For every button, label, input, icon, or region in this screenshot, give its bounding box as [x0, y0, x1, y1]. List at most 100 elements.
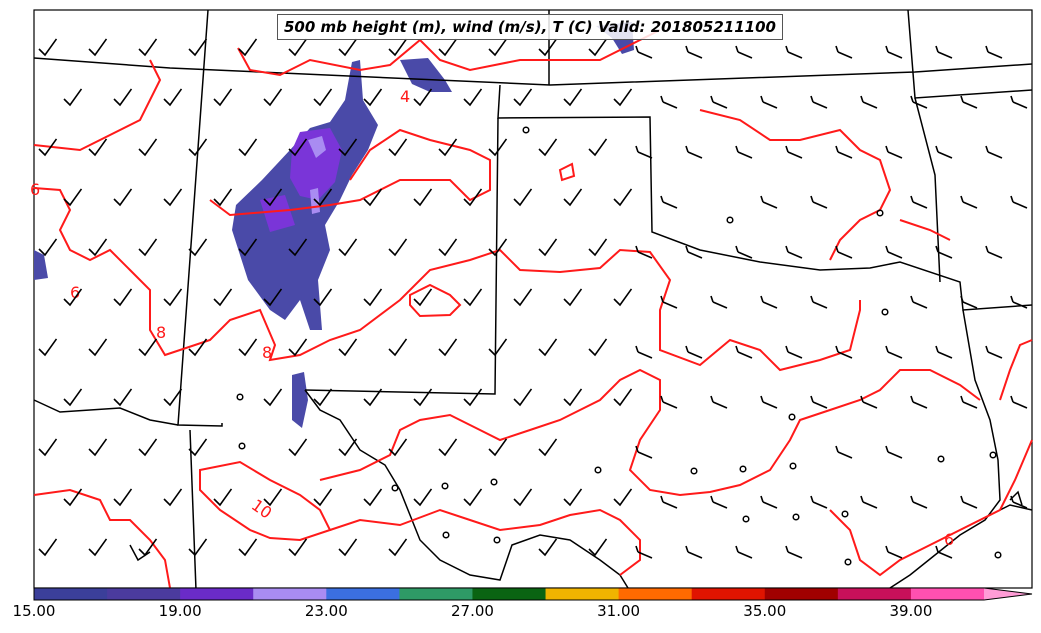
wind-barb: [63, 88, 83, 107]
wind-barb: [538, 438, 558, 457]
colorbar-tick-label: 35.00: [743, 602, 787, 620]
wind-barb: [413, 88, 433, 107]
wind-barb: [735, 545, 753, 559]
wind-barb: [785, 145, 803, 159]
wind-barb: [635, 245, 653, 259]
wind-barb: [363, 388, 383, 407]
wind-barb: [660, 195, 678, 209]
contour-label-8a: 8: [156, 323, 166, 342]
temperature-contours: [33, 29, 1033, 589]
wind-barb: [263, 388, 283, 407]
calm-wind-circle: [238, 442, 246, 450]
wind-barb: [860, 395, 878, 409]
wind-barb: [710, 395, 728, 409]
wind-barb: [113, 188, 133, 207]
wind-barb: [288, 238, 308, 257]
wind-barb: [388, 138, 408, 157]
wind-barb: [935, 45, 953, 59]
wind-barb: [213, 288, 233, 307]
wind-barb: [538, 538, 558, 557]
wind-barb: [660, 495, 678, 509]
calm-wind-circle: [236, 393, 244, 401]
wind-barb: [835, 45, 853, 59]
wind-barb: [488, 438, 508, 457]
wind-barb: [960, 195, 978, 209]
wind-barb: [563, 488, 583, 507]
wind-barbs: [38, 38, 1028, 559]
wind-barb: [38, 538, 58, 557]
wind-barb: [513, 288, 533, 307]
wind-barb: [188, 138, 208, 157]
contour-label-6b: 6: [30, 180, 40, 199]
wind-barb: [935, 145, 953, 159]
wind-barb: [563, 188, 583, 207]
wind-barb: [635, 345, 653, 359]
wind-barb: [985, 145, 1003, 159]
wind-barb: [613, 188, 633, 207]
wind-barb: [910, 95, 928, 109]
wind-barb: [238, 538, 258, 557]
colorbar-tick-label: 19.00: [158, 602, 202, 620]
wind-barb: [935, 545, 953, 559]
wind-barb: [88, 338, 108, 357]
calm-wind-circle: [442, 531, 450, 539]
wind-barb: [685, 45, 703, 59]
wind-barb: [88, 438, 108, 457]
calm-wind-circle: [789, 462, 797, 470]
wind-barb: [785, 245, 803, 259]
wind-barb: [810, 95, 828, 109]
wind-barb: [538, 138, 558, 157]
wind-barb: [685, 545, 703, 559]
wind-barb: [935, 245, 953, 259]
colorbar-segment: [399, 588, 473, 600]
wind-barb: [313, 488, 333, 507]
wind-barb: [685, 145, 703, 159]
colorbar-segment: [545, 588, 620, 600]
wind-barb: [338, 38, 358, 57]
wind-barb: [513, 188, 533, 207]
colorbar-tick-label: 31.00: [597, 602, 641, 620]
wind-barb: [935, 345, 953, 359]
wind-barb: [463, 388, 483, 407]
wind-barb: [910, 395, 928, 409]
wind-barb: [488, 238, 508, 257]
wind-barb: [88, 38, 108, 57]
contour-label-6c: 6: [944, 530, 954, 549]
colorbar-segment: [34, 588, 108, 600]
wind-barb: [810, 295, 828, 309]
wind-barb: [835, 345, 853, 359]
wind-barb: [288, 38, 308, 57]
wind-barb: [635, 445, 653, 459]
wind-barb: [413, 488, 433, 507]
colorbar-segment: [910, 588, 985, 600]
wind-barb: [488, 38, 508, 57]
wind-barb: [438, 338, 458, 357]
wind-barb: [388, 438, 408, 457]
wind-barb: [438, 238, 458, 257]
map-frame: [33, 9, 1033, 589]
wind-barb: [213, 488, 233, 507]
wind-barb: [985, 245, 1003, 259]
wind-barb: [735, 345, 753, 359]
wind-barb: [338, 138, 358, 157]
calm-wind-circle: [841, 510, 849, 518]
wind-barb: [63, 288, 83, 307]
wind-barb: [488, 138, 508, 157]
wind-barb: [113, 288, 133, 307]
wind-barb: [138, 438, 158, 457]
wind-barb: [313, 288, 333, 307]
wind-barb: [1010, 95, 1028, 109]
wind-barb: [338, 338, 358, 357]
wind-barb: [1010, 195, 1028, 209]
wind-barb: [88, 238, 108, 257]
wind-barb: [338, 438, 358, 457]
colorbar-segment: [618, 588, 693, 600]
wind-barb: [463, 88, 483, 107]
wind-barb: [138, 338, 158, 357]
colorbar-segment: [253, 588, 327, 600]
colorbar-segment: [691, 588, 766, 600]
calm-wind-circle: [844, 558, 852, 566]
wind-barb: [563, 288, 583, 307]
wind-barb: [513, 488, 533, 507]
wind-barb: [388, 338, 408, 357]
